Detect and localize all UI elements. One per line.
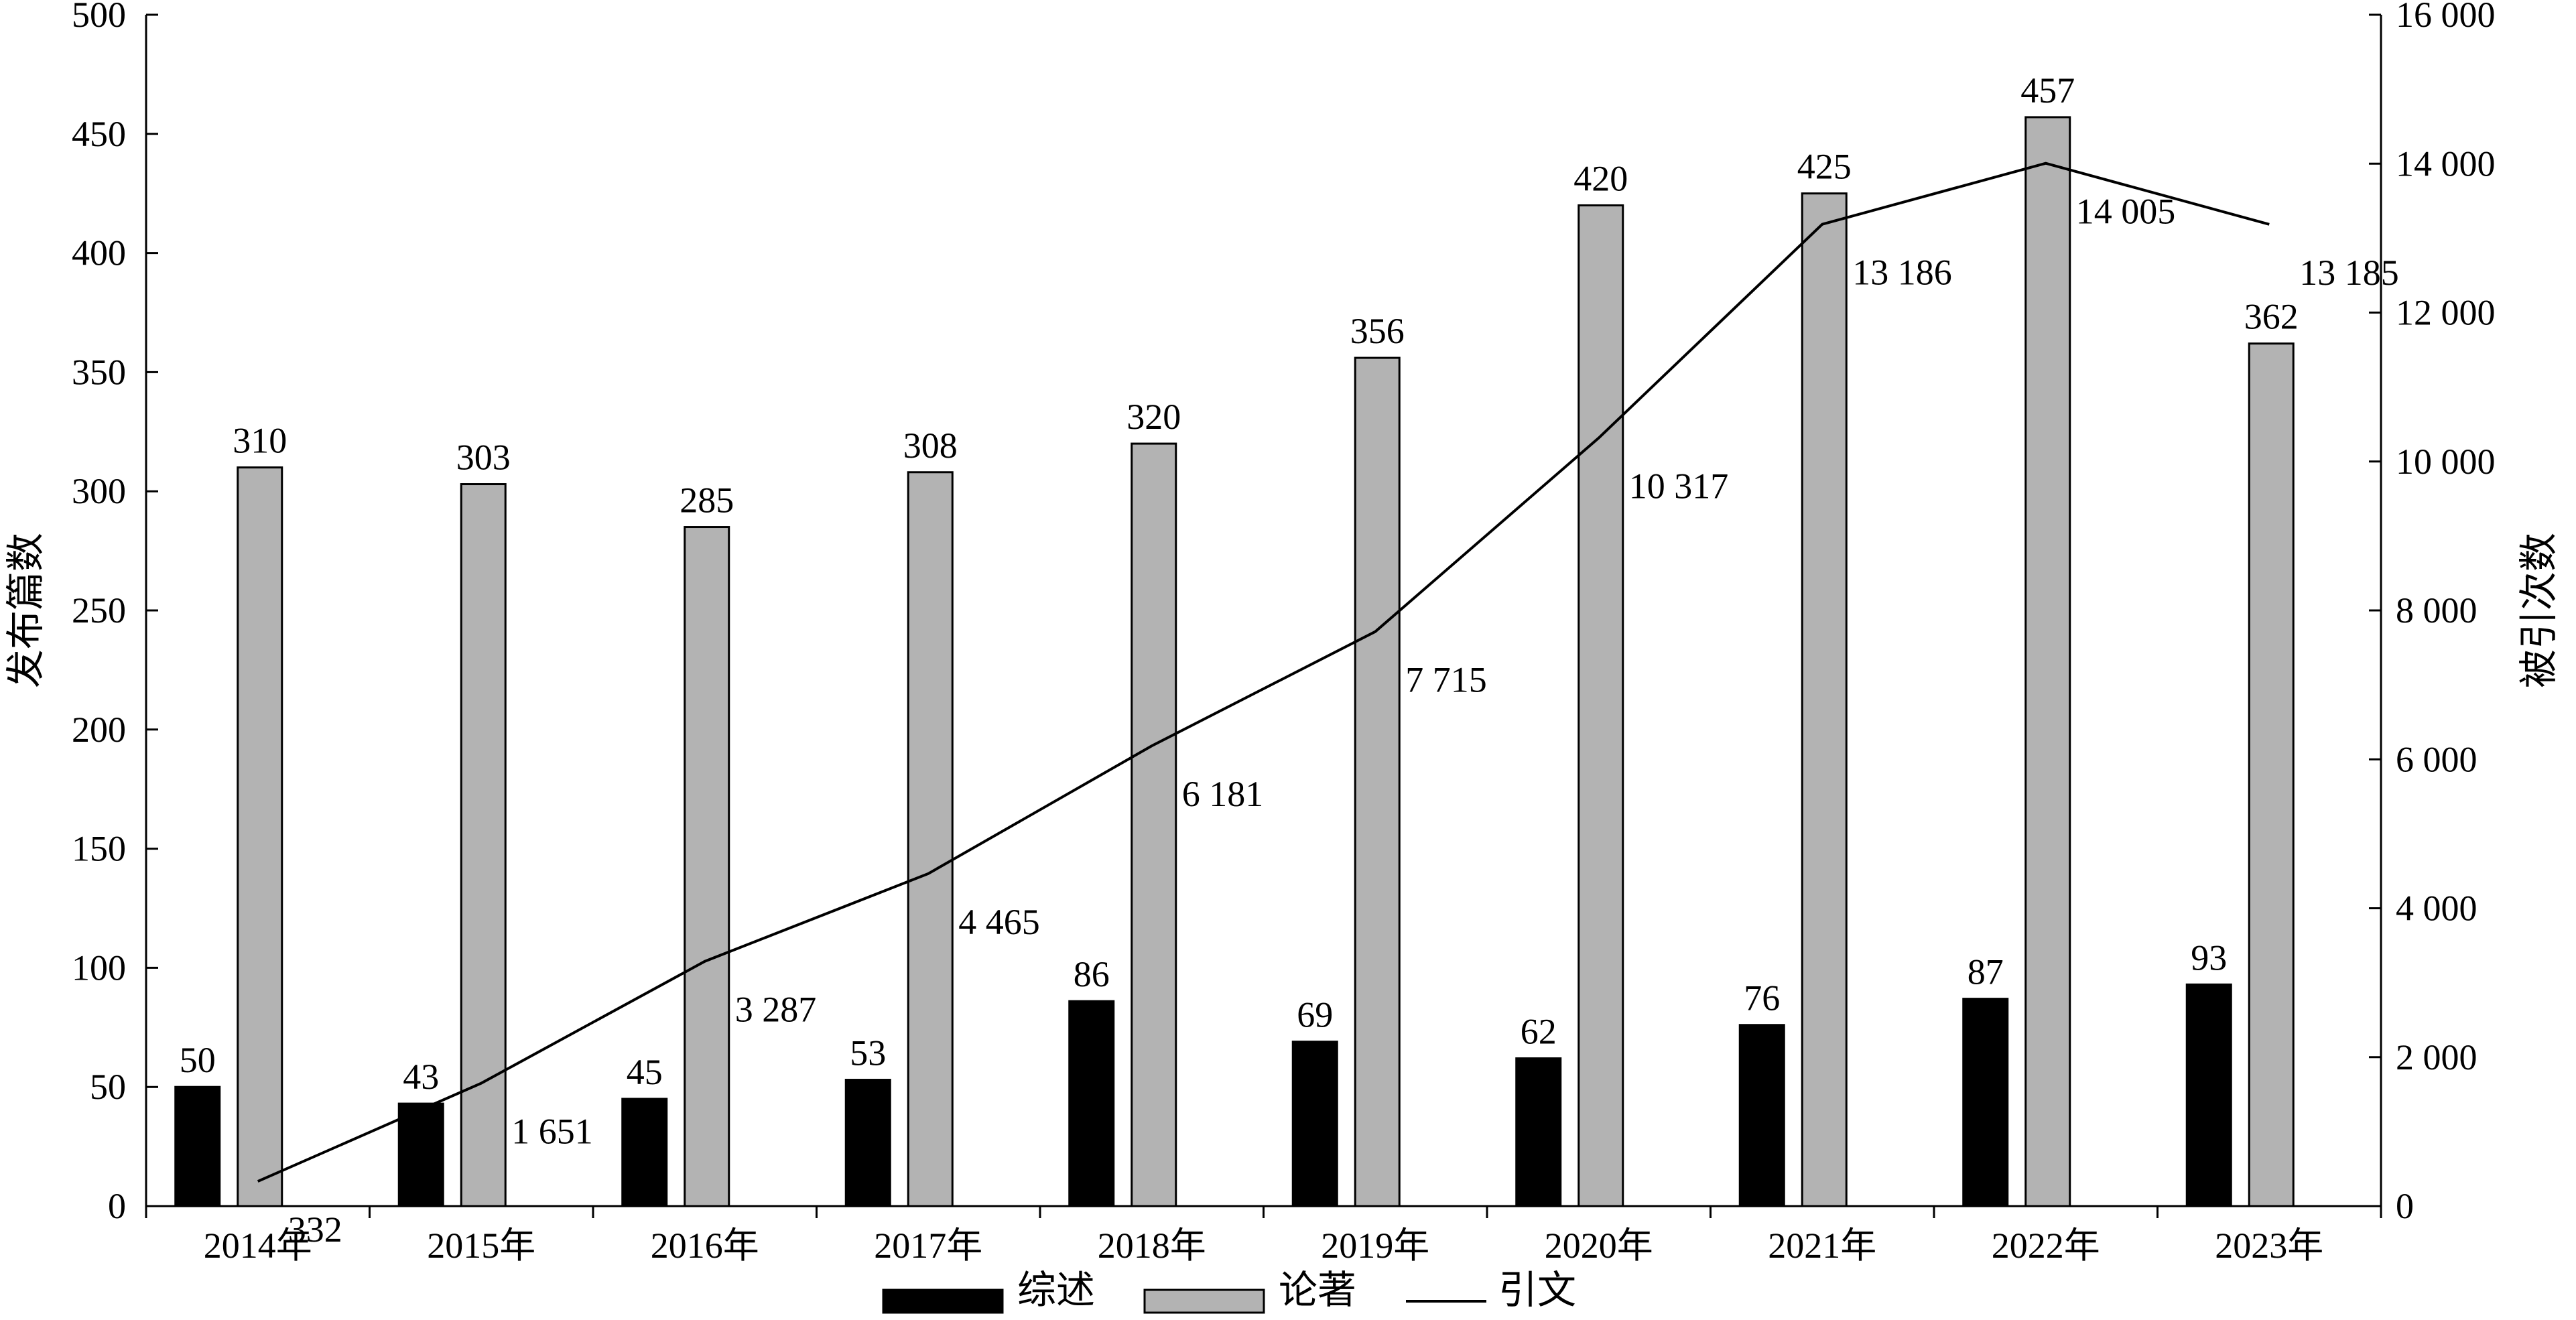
bar-monograph-label: 320: [1126, 397, 1181, 437]
x-tick-label: 2019年: [1321, 1226, 1429, 1266]
right-tick-label: 4 000: [2396, 888, 2477, 929]
left-tick-label: 200: [72, 710, 126, 750]
bar-review: [844, 1079, 891, 1207]
right-tick-label: 2 000: [2396, 1037, 2477, 1077]
left-tick-label: 150: [72, 829, 126, 869]
left-tick-label: 250: [72, 590, 126, 631]
citation-label: 1 651: [511, 1112, 593, 1152]
bar-monograph-label: 457: [2020, 70, 2075, 111]
citation-label: 3 287: [735, 990, 817, 1030]
bar-review-label: 69: [1297, 995, 1333, 1035]
bar-review: [1738, 1024, 1785, 1207]
bar-monograph: [460, 483, 507, 1207]
legend-label-review: 综述: [1017, 1268, 1095, 1312]
x-tick-label: 2018年: [1098, 1226, 1206, 1266]
left-tick-label: 50: [90, 1067, 126, 1107]
legend-swatch-monograph: [1143, 1289, 1265, 1314]
bar-review-label: 50: [180, 1040, 216, 1080]
bar-review-label: 45: [627, 1052, 663, 1092]
x-tick-label: 2017年: [874, 1226, 982, 1266]
bar-monograph-label: 420: [1573, 158, 1628, 198]
bar-monograph: [684, 526, 730, 1207]
legend-swatch-review: [882, 1289, 1004, 1314]
bar-monograph: [907, 471, 954, 1207]
bar-review: [1291, 1041, 1338, 1207]
x-tick-label: 2015年: [427, 1226, 535, 1266]
legend: 综述 论著 引文: [882, 1268, 1576, 1314]
x-tick-label: 2014年: [204, 1226, 312, 1266]
bar-monograph: [2024, 116, 2071, 1207]
bar-review-label: 76: [1744, 978, 1780, 1018]
bar-review: [2185, 983, 2232, 1207]
bar-monograph-label: 310: [233, 421, 287, 461]
bar-monograph-label: 285: [680, 480, 734, 521]
left-tick-label: 300: [72, 471, 126, 511]
citation-label: 4 465: [958, 902, 1040, 942]
citation-label: 332: [288, 1209, 342, 1250]
bar-review: [1515, 1057, 1562, 1207]
citation-label: 13 185: [2299, 253, 2399, 293]
bar-monograph: [1577, 204, 1624, 1207]
x-tick-label: 2022年: [1992, 1226, 2100, 1266]
bar-monograph: [1354, 356, 1401, 1207]
right-tick-label: 16 000: [2396, 0, 2496, 35]
left-tick-label: 450: [72, 114, 126, 154]
bar-monograph: [1801, 192, 1848, 1207]
right-tick-label: 0: [2396, 1186, 2414, 1226]
bar-review: [1962, 998, 2009, 1207]
bar-review: [397, 1102, 444, 1207]
right-tick-label: 6 000: [2396, 739, 2477, 779]
left-tick-label: 500: [72, 0, 126, 35]
x-tick-label: 2020年: [1545, 1226, 1653, 1266]
bar-review-label: 87: [1968, 952, 2004, 992]
citation-label: 7 715: [1405, 660, 1487, 700]
citation-label: 13 186: [1852, 253, 1952, 293]
bar-monograph-label: 425: [1797, 147, 1852, 187]
bar-review: [1068, 1000, 1115, 1207]
x-tick-label: 2021年: [1768, 1226, 1876, 1266]
bar-monograph-label: 356: [1350, 311, 1405, 351]
bar-monograph-label: 362: [2244, 297, 2299, 337]
left-y-axis: 0 50 100 150 200 250 300 350 400 450 500 发布篇数: [4, 0, 158, 1226]
right-tick-label: 8 000: [2396, 590, 2477, 631]
bar-review-label: 53: [850, 1033, 886, 1073]
bar-monograph: [237, 466, 283, 1207]
bar-review-label: 62: [1521, 1012, 1557, 1052]
legend-label-monograph: 论著: [1279, 1268, 1356, 1312]
right-tick-label: 12 000: [2396, 293, 2496, 333]
bar-monograph: [2248, 342, 2295, 1207]
bar-monograph-label: 308: [903, 425, 958, 466]
bar-monograph: [1131, 442, 1177, 1207]
bar-review: [174, 1085, 221, 1207]
bar-monograph-label: 303: [456, 438, 511, 478]
citation-label: 10 317: [1629, 466, 1729, 507]
citation-label: 14 005: [2076, 192, 2176, 232]
bar-review-label: 86: [1074, 954, 1110, 994]
citation-label: 6 181: [1182, 774, 1264, 814]
left-tick-label: 350: [72, 352, 126, 392]
left-tick-label: 100: [72, 947, 126, 988]
left-axis-title: 发布篇数: [4, 533, 48, 688]
bar-review: [621, 1098, 668, 1207]
legend-label-citation: 引文: [1498, 1268, 1576, 1312]
x-tick-label: 2023年: [2215, 1226, 2323, 1266]
bar-review-label: 43: [403, 1057, 439, 1097]
plot-area: 50 310 43 303 45 285 53 308 86 320 69 356 62 420 76 425…: [174, 70, 2399, 1250]
right-tick-label: 14 000: [2396, 143, 2496, 184]
x-axis: 2014年 2015年 2016年 2017年 2018年 2019年 2020年 2021年…: [145, 1205, 2382, 1266]
bar-review-label: 93: [2191, 937, 2227, 978]
left-tick-label: 0: [108, 1186, 126, 1226]
right-y-axis: 0 2 000 4 000 6 000 8 000 10 000 12 000 14 000 1…: [2369, 0, 2561, 1226]
left-tick-label: 400: [72, 233, 126, 273]
right-axis-title: 被引次数: [2517, 533, 2561, 688]
citation-line: [257, 161, 2270, 1183]
x-tick-label: 2016年: [651, 1226, 759, 1266]
right-tick-label: 10 000: [2396, 442, 2496, 482]
